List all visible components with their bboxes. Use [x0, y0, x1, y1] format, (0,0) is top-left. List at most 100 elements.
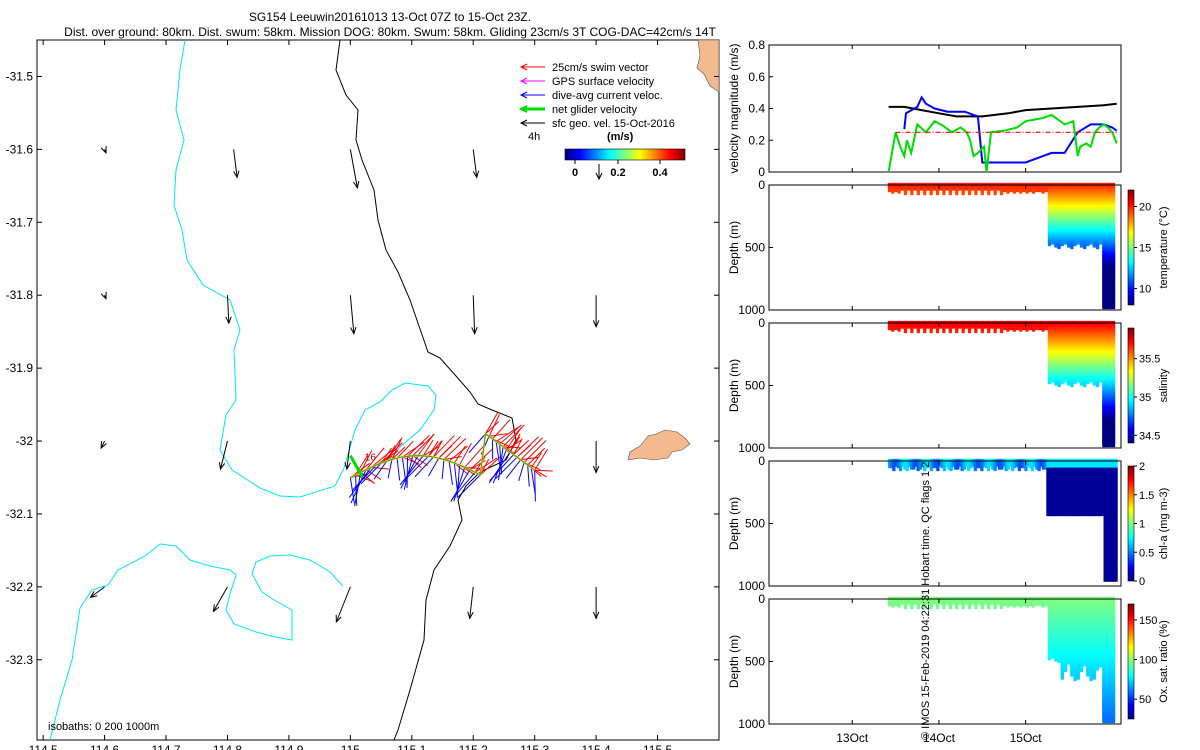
data-point — [1041, 326, 1045, 332]
data-point — [927, 461, 931, 467]
data-point — [1090, 493, 1094, 499]
swim-vector — [534, 469, 553, 472]
data-point — [964, 599, 968, 605]
lon-tick-label: 115.2 — [459, 743, 488, 750]
data-point — [1061, 511, 1065, 517]
data-point — [1110, 515, 1114, 521]
data-point — [990, 323, 994, 329]
dac-vector — [400, 455, 419, 489]
data-point — [996, 185, 1000, 191]
data-point — [1057, 502, 1061, 508]
data-point — [897, 326, 901, 332]
data-point — [1083, 467, 1087, 473]
data-point — [971, 323, 975, 329]
data-point — [1088, 489, 1092, 495]
data-point — [1107, 467, 1112, 473]
data-point — [1099, 480, 1103, 486]
swim-vector — [407, 434, 430, 457]
data-point — [1103, 511, 1107, 517]
data-point — [931, 463, 936, 469]
data-point — [1085, 463, 1090, 469]
data-point — [1101, 463, 1105, 469]
isobath-1000m — [335, 39, 517, 741]
data-point — [1092, 485, 1096, 490]
data-point — [929, 604, 933, 610]
data-point — [1077, 502, 1081, 508]
swim-vector — [527, 447, 546, 466]
data-point — [1103, 537, 1107, 543]
geo-vector-head — [218, 462, 226, 471]
data-point — [1114, 480, 1118, 486]
data-point — [1105, 559, 1109, 565]
data-point — [926, 185, 930, 191]
data-point — [1076, 377, 1080, 383]
data-point — [1068, 506, 1072, 512]
data-point — [1103, 546, 1107, 552]
data-point — [1088, 485, 1092, 490]
data-point — [1107, 480, 1112, 486]
data-point — [919, 323, 924, 329]
swim-vector — [513, 438, 523, 455]
data-point — [1046, 485, 1050, 490]
data-point — [1041, 602, 1045, 608]
data-point — [1096, 463, 1101, 469]
data-point — [1101, 489, 1105, 495]
data-point — [1079, 489, 1083, 495]
y-tick-label: 0.4 — [748, 102, 765, 116]
data-point — [1050, 480, 1054, 486]
data-point — [984, 463, 988, 469]
data-point — [923, 190, 927, 196]
data-point — [1055, 489, 1059, 495]
data-point — [1105, 568, 1109, 574]
velocity-ylabel: velocity magnitude (m/s) — [727, 43, 741, 173]
lat-tick-label: -32.1 — [6, 507, 34, 521]
data-point — [1108, 304, 1112, 310]
data-point — [1107, 528, 1112, 534]
data-point — [1099, 662, 1103, 668]
data-point — [1114, 511, 1118, 517]
data-point — [898, 466, 903, 472]
data-point — [980, 328, 984, 334]
data-point — [1090, 511, 1094, 517]
data-point — [1003, 325, 1007, 331]
data-point — [1038, 187, 1042, 193]
data-point — [1110, 559, 1114, 565]
data-point — [1004, 466, 1008, 472]
data-point — [1103, 515, 1107, 521]
data-point — [1068, 489, 1072, 495]
data-point — [1050, 463, 1054, 469]
data-point — [1085, 480, 1090, 486]
data-point — [1081, 489, 1085, 495]
data-point — [1072, 463, 1076, 469]
data-point — [891, 326, 895, 332]
depth-ylabel: Depth (m) — [727, 359, 741, 412]
data-point — [1081, 485, 1085, 490]
data-point — [1112, 541, 1116, 547]
data-point — [1110, 493, 1114, 499]
data-point — [1112, 563, 1116, 569]
data-point — [978, 463, 982, 469]
data-point — [1066, 476, 1070, 482]
data-point — [1110, 555, 1114, 560]
data-point — [916, 466, 920, 472]
data-point — [942, 328, 946, 334]
data-point — [964, 461, 969, 467]
data-point — [1006, 464, 1010, 470]
data-point — [1112, 493, 1116, 499]
data-point — [1072, 498, 1076, 504]
data-point — [1099, 489, 1103, 495]
data-point — [987, 328, 991, 334]
swim-vector — [370, 448, 394, 468]
data-point — [1059, 506, 1063, 512]
data-point — [942, 190, 946, 196]
data-point — [1050, 476, 1054, 482]
lat-tick-label: -31.8 — [6, 288, 34, 302]
data-point — [1101, 471, 1105, 477]
data-point — [958, 599, 962, 605]
data-point — [1110, 506, 1114, 512]
data-point — [1060, 241, 1064, 247]
data-point — [894, 601, 898, 607]
data-point — [971, 185, 975, 191]
data-point — [1066, 463, 1070, 469]
